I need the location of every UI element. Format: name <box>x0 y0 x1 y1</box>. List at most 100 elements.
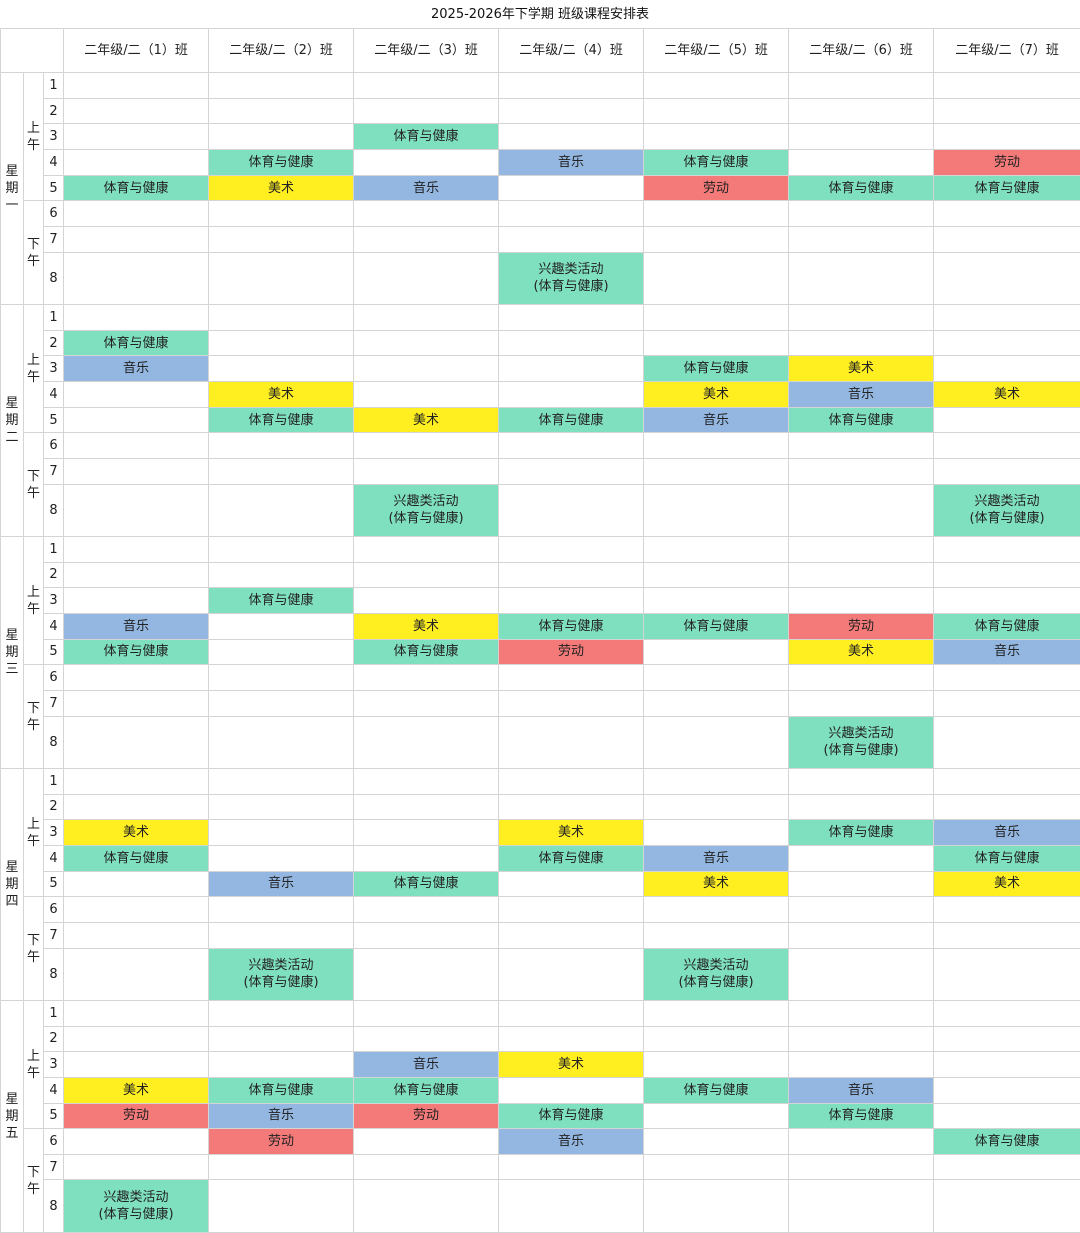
empty-cell[interactable] <box>933 200 1080 228</box>
empty-cell[interactable] <box>208 999 355 1027</box>
empty-cell[interactable] <box>643 1179 790 1233</box>
lesson-cell[interactable]: 美术 <box>643 870 790 898</box>
empty-cell[interactable] <box>208 97 355 125</box>
empty-cell[interactable] <box>498 1076 645 1104</box>
empty-cell[interactable] <box>353 844 500 872</box>
empty-cell[interactable] <box>498 793 645 821</box>
empty-cell[interactable] <box>208 819 355 846</box>
empty-cell[interactable] <box>208 200 355 228</box>
empty-cell[interactable] <box>788 767 935 795</box>
lesson-cell[interactable]: 体育与健康 <box>788 174 935 202</box>
empty-cell[interactable] <box>933 432 1080 459</box>
empty-cell[interactable] <box>498 1025 645 1053</box>
empty-cell[interactable] <box>788 1128 935 1155</box>
empty-cell[interactable] <box>643 1025 790 1053</box>
lesson-cell[interactable]: 体育与健康 <box>788 1102 935 1130</box>
lesson-cell[interactable]: 劳动 <box>208 1128 355 1155</box>
lesson-cell[interactable]: 音乐 <box>353 1051 500 1078</box>
empty-cell[interactable] <box>353 329 500 357</box>
empty-cell[interactable] <box>788 844 935 872</box>
empty-cell[interactable] <box>643 819 790 846</box>
empty-cell[interactable] <box>788 226 935 253</box>
lesson-cell[interactable]: 体育与健康 <box>933 844 1080 872</box>
lesson-cell[interactable]: 体育与健康 <box>933 1128 1080 1155</box>
empty-cell[interactable] <box>498 767 645 795</box>
lesson-cell[interactable]: 体育与健康 <box>63 329 210 357</box>
lesson-cell[interactable]: 劳动 <box>353 1102 500 1130</box>
empty-cell[interactable] <box>208 844 355 872</box>
lesson-cell[interactable]: 体育与健康 <box>353 1076 500 1104</box>
lesson-cell[interactable]: 兴趣类活动 (体育与健康) <box>208 947 355 1001</box>
empty-cell[interactable] <box>498 587 645 614</box>
empty-cell[interactable] <box>498 123 645 151</box>
empty-cell[interactable] <box>643 999 790 1027</box>
empty-cell[interactable] <box>933 1102 1080 1130</box>
empty-cell[interactable] <box>353 1153 500 1181</box>
empty-cell[interactable] <box>933 226 1080 253</box>
lesson-cell[interactable]: 体育与健康 <box>353 123 500 151</box>
empty-cell[interactable] <box>353 72 500 99</box>
lesson-cell[interactable]: 体育与健康 <box>353 870 500 898</box>
empty-cell[interactable] <box>498 561 645 589</box>
empty-cell[interactable] <box>643 1128 790 1155</box>
empty-cell[interactable] <box>933 921 1080 949</box>
empty-cell[interactable] <box>643 638 790 666</box>
empty-cell[interactable] <box>933 715 1080 769</box>
empty-cell[interactable] <box>208 793 355 821</box>
empty-cell[interactable] <box>353 536 500 563</box>
empty-cell[interactable] <box>63 123 210 151</box>
class-column-header[interactable]: 二年级/二（1）班 <box>63 27 210 74</box>
empty-cell[interactable] <box>498 999 645 1027</box>
empty-cell[interactable] <box>353 97 500 125</box>
empty-cell[interactable] <box>63 1128 210 1155</box>
empty-cell[interactable] <box>353 715 500 769</box>
empty-cell[interactable] <box>643 1153 790 1181</box>
lesson-cell[interactable]: 体育与健康 <box>63 174 210 202</box>
empty-cell[interactable] <box>353 947 500 1001</box>
empty-cell[interactable] <box>933 97 1080 125</box>
empty-cell[interactable] <box>63 251 210 306</box>
empty-cell[interactable] <box>788 1153 935 1181</box>
empty-cell[interactable] <box>788 458 935 485</box>
empty-cell[interactable] <box>63 304 210 331</box>
empty-cell[interactable] <box>788 1179 935 1233</box>
lesson-cell[interactable]: 劳动 <box>498 638 645 666</box>
empty-cell[interactable] <box>788 251 935 306</box>
empty-cell[interactable] <box>643 97 790 125</box>
lesson-cell[interactable]: 体育与健康 <box>498 612 645 640</box>
empty-cell[interactable] <box>933 536 1080 563</box>
empty-cell[interactable] <box>63 793 210 821</box>
lesson-cell[interactable]: 体育与健康 <box>208 149 355 176</box>
empty-cell[interactable] <box>353 767 500 795</box>
empty-cell[interactable] <box>498 329 645 357</box>
empty-cell[interactable] <box>498 921 645 949</box>
empty-cell[interactable] <box>788 329 935 357</box>
empty-cell[interactable] <box>208 458 355 485</box>
empty-cell[interactable] <box>353 587 500 614</box>
empty-cell[interactable] <box>933 999 1080 1027</box>
lesson-cell[interactable]: 美术 <box>933 870 1080 898</box>
empty-cell[interactable] <box>643 123 790 151</box>
empty-cell[interactable] <box>788 999 935 1027</box>
empty-cell[interactable] <box>353 819 500 846</box>
empty-cell[interactable] <box>63 72 210 99</box>
empty-cell[interactable] <box>208 226 355 253</box>
empty-cell[interactable] <box>643 226 790 253</box>
empty-cell[interactable] <box>643 200 790 228</box>
empty-cell[interactable] <box>353 304 500 331</box>
lesson-cell[interactable]: 体育与健康 <box>63 844 210 872</box>
empty-cell[interactable] <box>933 896 1080 923</box>
empty-cell[interactable] <box>208 1153 355 1181</box>
empty-cell[interactable] <box>208 355 355 383</box>
empty-cell[interactable] <box>788 123 935 151</box>
empty-cell[interactable] <box>63 483 210 538</box>
lesson-cell[interactable]: 体育与健康 <box>643 149 790 176</box>
empty-cell[interactable] <box>63 97 210 125</box>
empty-cell[interactable] <box>208 561 355 589</box>
lesson-cell[interactable]: 体育与健康 <box>498 1102 645 1130</box>
empty-cell[interactable] <box>353 200 500 228</box>
class-column-header[interactable]: 二年级/二（3）班 <box>353 27 500 74</box>
lesson-cell[interactable]: 体育与健康 <box>498 844 645 872</box>
empty-cell[interactable] <box>63 999 210 1027</box>
empty-cell[interactable] <box>643 1051 790 1078</box>
